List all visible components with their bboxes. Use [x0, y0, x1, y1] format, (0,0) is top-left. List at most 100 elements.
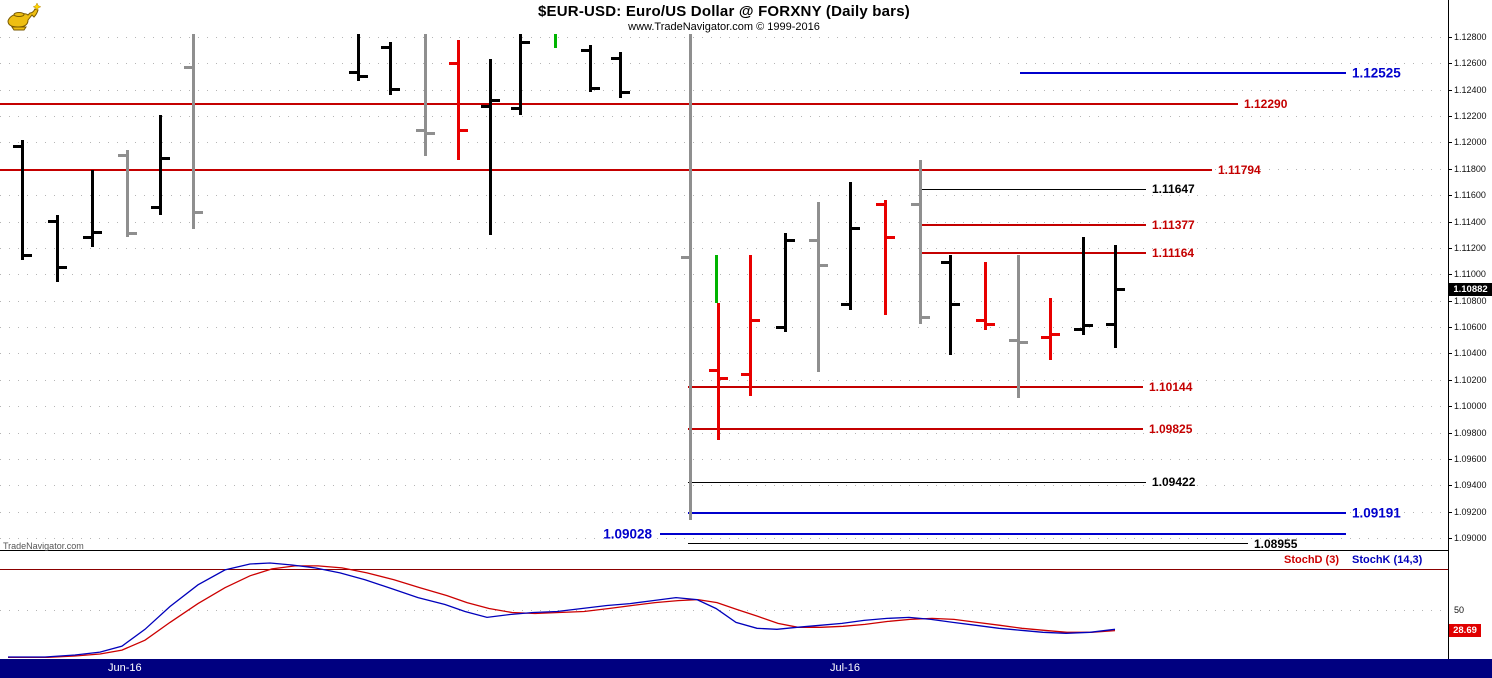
price-axis-label: 1.12600 [1454, 58, 1487, 69]
trade-navigator-lamp-logo-icon [4, 1, 42, 36]
price-gridline [0, 116, 1448, 118]
price-axis-label: 1.12000 [1454, 137, 1487, 148]
price-level-line[interactable] [920, 223, 1146, 226]
price-axis-tick [1449, 221, 1452, 223]
price-level-line[interactable] [920, 251, 1146, 254]
open-tick [381, 46, 389, 50]
ohlc-bar [91, 170, 94, 247]
price-level-line[interactable] [660, 533, 1346, 536]
price-axis-label: 1.10000 [1454, 401, 1487, 412]
price-gridline [0, 485, 1448, 487]
stoch-d-legend[interactable]: StochD (3) [1284, 554, 1339, 566]
ohlc-bar [519, 34, 522, 115]
price-chart-area[interactable]: 1.12525 1.12290 1.11794 1.11647 1.11377 1.111… [0, 0, 1448, 550]
ohlc-bar [21, 139, 24, 260]
close-tick [195, 210, 203, 214]
time-axis[interactable]: Jun-16 Jul-16 [0, 659, 1492, 678]
price-level-line[interactable] [0, 168, 1212, 171]
ohlc-bar [849, 182, 852, 310]
open-tick [481, 105, 489, 109]
time-axis-label-jun: Jun-16 [108, 662, 142, 674]
open-tick [48, 220, 56, 224]
open-tick [681, 255, 689, 259]
price-gridline [0, 300, 1448, 302]
stoch-50-gridline [0, 609, 1448, 611]
stoch-upper-guide-line [0, 568, 1448, 570]
price-axis-tick [1449, 247, 1452, 249]
open-tick [449, 61, 457, 65]
price-axis-label: 1.12200 [1454, 111, 1487, 122]
open-tick [709, 369, 717, 373]
price-axis-label: 1.12400 [1454, 84, 1487, 95]
ohlc-bar [715, 254, 718, 304]
open-tick [741, 373, 749, 376]
price-level-line[interactable] [688, 428, 1143, 431]
price-axis-label: 1.11600 [1454, 190, 1486, 201]
price-axis-label: 1.10400 [1454, 348, 1487, 359]
price-axis-tick [1449, 353, 1452, 355]
price-level-line[interactable] [688, 481, 1146, 483]
last-price-badge: 1.10882 [1449, 283, 1492, 297]
time-axis-label-jul: Jul-16 [830, 662, 860, 674]
price-level-label: 1.11164 [1152, 245, 1195, 260]
price-axis-label: 1.09400 [1454, 480, 1487, 491]
stochastic-panel[interactable] [0, 552, 1448, 658]
ohlc-bar [984, 262, 987, 330]
price-axis-tick [1449, 458, 1452, 460]
price-level-line[interactable] [688, 511, 1346, 514]
price-axis-label: 1.09000 [1454, 532, 1487, 543]
price-axis-tick [1449, 89, 1452, 91]
price-axis-label: 1.09200 [1454, 506, 1487, 517]
close-tick [887, 235, 895, 239]
price-gridline [0, 406, 1448, 408]
ohlc-bar [784, 233, 787, 333]
price-axis-label: 1.09600 [1454, 453, 1487, 464]
price-axis-tick [1449, 379, 1452, 381]
close-tick [427, 131, 435, 135]
watermark-text: TradeNavigator.com [3, 541, 84, 551]
price-level-line[interactable] [688, 543, 1248, 545]
price-axis-label: 1.11000 [1454, 269, 1486, 280]
price-level-line[interactable] [1020, 72, 1346, 75]
price-level-line[interactable] [920, 188, 1146, 190]
price-gridline [0, 247, 1448, 249]
price-gridline [0, 537, 1448, 539]
close-tick [922, 316, 930, 320]
open-tick [1074, 328, 1082, 332]
close-tick [622, 90, 630, 94]
open-tick [118, 154, 126, 158]
ohlc-bar [1049, 298, 1052, 360]
price-level-label: 1.09422 [1152, 475, 1196, 490]
price-axis-tick [1449, 195, 1452, 197]
price-gridline [0, 327, 1448, 329]
price-axis[interactable]: 1.10882 50 28.69 1.12800 1.12600 1.12400 1.… [1448, 0, 1492, 659]
open-tick [809, 238, 817, 242]
open-tick [876, 202, 884, 206]
ohlc-bar [717, 303, 720, 441]
ohlc-bar [457, 39, 460, 160]
open-tick [611, 56, 619, 60]
ohlc-bar [817, 201, 820, 372]
open-tick [941, 260, 949, 264]
price-gridline [0, 63, 1448, 65]
close-tick [59, 266, 67, 270]
price-axis-tick [1449, 63, 1452, 65]
price-axis-tick [1449, 485, 1452, 487]
close-tick [392, 88, 400, 92]
ohlc-bar [424, 34, 427, 156]
close-tick [987, 322, 995, 326]
price-gridline [0, 379, 1448, 381]
price-level-line[interactable] [688, 386, 1143, 389]
price-level-label: 1.08955 [1254, 536, 1298, 550]
stoch-k-line [8, 562, 1116, 658]
close-tick [1020, 341, 1028, 345]
chart-subtitle: www.TradeNavigator.com © 1999-2016 [628, 21, 820, 33]
ohlc-bar [1017, 254, 1020, 399]
stoch-k-legend[interactable]: StochK (14,3) [1352, 554, 1423, 566]
close-tick [522, 40, 530, 44]
price-axis-tick [1449, 37, 1452, 38]
stoch-50-axis-label: 50 [1454, 604, 1465, 615]
close-tick [852, 226, 860, 230]
price-level-line[interactable] [0, 103, 1238, 106]
